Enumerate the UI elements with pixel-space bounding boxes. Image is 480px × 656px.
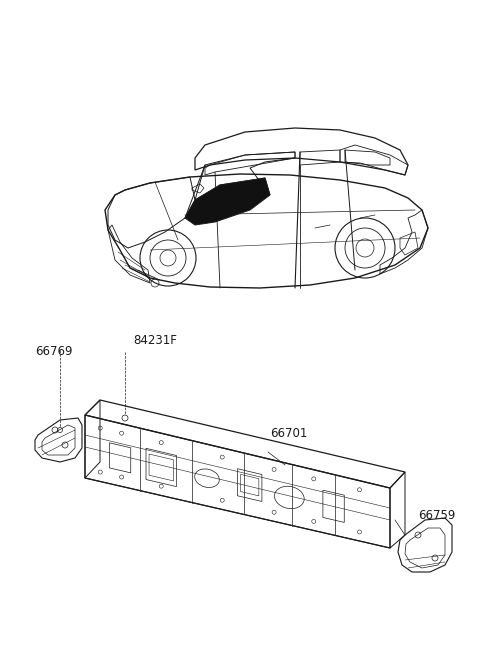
Text: 66769: 66769	[35, 345, 72, 358]
Text: 66701: 66701	[270, 427, 307, 440]
Text: 84231F: 84231F	[133, 334, 177, 347]
Text: 66759: 66759	[418, 509, 456, 522]
Polygon shape	[185, 178, 270, 225]
